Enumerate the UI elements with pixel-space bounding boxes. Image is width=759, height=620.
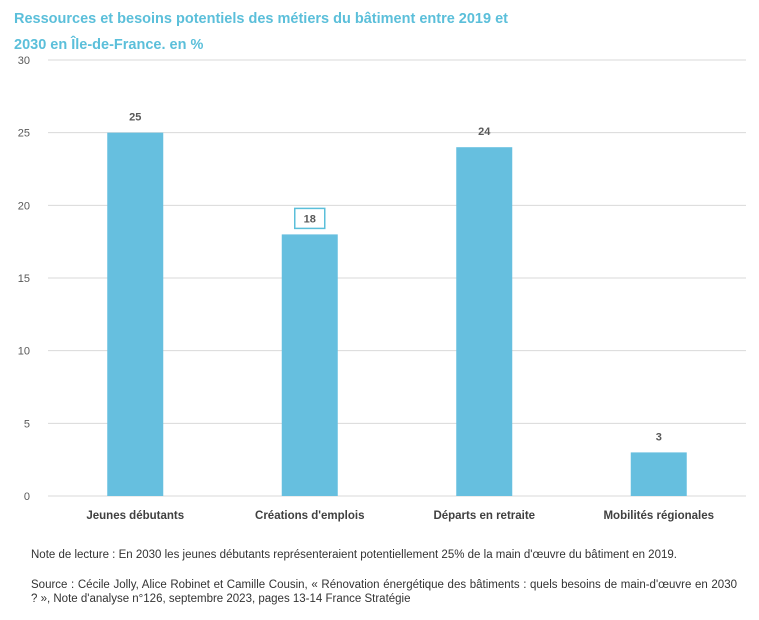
- y-tick-label: 25: [18, 128, 30, 140]
- x-axis-labels: Jeunes débutants Créations d'emplois Dépar…: [86, 510, 714, 522]
- gridlines: [48, 59, 746, 497]
- x-category-label: Créations d'emplois: [255, 510, 364, 522]
- source-note: Source : Cécile Jolly, Alice Robinet et …: [31, 579, 737, 605]
- y-tick-label: 5: [24, 418, 30, 430]
- x-category-label: Départs en retraite: [433, 510, 535, 522]
- reading-note: Note de lecture : En 2030 les jeunes déb…: [31, 549, 677, 561]
- bar: [281, 234, 338, 496]
- chart-title: Ressources et besoins potentiels des mét…: [14, 11, 508, 53]
- y-tick-label: 15: [18, 273, 30, 285]
- data-label-highlight-box: [294, 207, 326, 230]
- y-tick-label: 30: [18, 55, 30, 67]
- data-label: 3: [656, 431, 662, 443]
- bar: [107, 132, 164, 496]
- y-axis-ticks: 0 5 10 15 20 25 30: [18, 55, 30, 503]
- data-label: 24: [478, 126, 491, 138]
- data-labels: 25 18 24 3: [129, 112, 662, 444]
- bar: [456, 147, 513, 496]
- data-label: 25: [129, 112, 141, 124]
- bars: [107, 132, 687, 496]
- x-category-label: Mobilités régionales: [603, 510, 714, 522]
- x-category-label: Jeunes débutants: [86, 510, 184, 522]
- y-tick-label: 10: [18, 346, 30, 358]
- y-tick-label: 0: [24, 491, 30, 503]
- y-tick-label: 20: [18, 200, 30, 212]
- bar: [630, 452, 687, 496]
- bar-chart: 0 5 10 15 20 25 30 25 18 24 3 Jeunes débutants Cré…: [18, 55, 746, 522]
- data-label: 18: [304, 213, 316, 225]
